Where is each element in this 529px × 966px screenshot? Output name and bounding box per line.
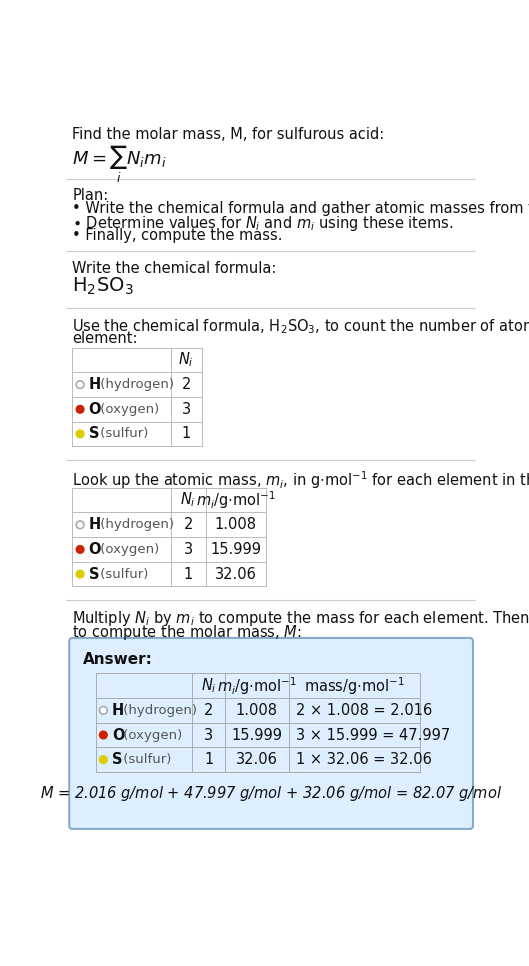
Text: (oxygen): (oxygen) [96,543,159,555]
Text: (oxygen): (oxygen) [96,403,159,415]
Text: Plan:: Plan: [72,188,108,203]
Text: to compute the molar mass, $M$:: to compute the molar mass, $M$: [72,622,302,641]
Text: $M = \sum_i N_i m_i$: $M = \sum_i N_i m_i$ [72,144,167,185]
Text: mass/g$\cdot$mol$^{-1}$: mass/g$\cdot$mol$^{-1}$ [304,675,405,696]
Text: 1: 1 [184,567,193,582]
Text: 3: 3 [181,402,191,416]
Text: 3: 3 [204,727,213,743]
Text: H: H [88,377,101,392]
Circle shape [76,570,84,578]
Text: O: O [88,542,101,557]
Text: (hydrogen): (hydrogen) [96,378,174,391]
Text: Multiply $N_i$ by $m_i$ to compute the mass for each element. Then sum those val: Multiply $N_i$ by $m_i$ to compute the m… [72,610,529,629]
Text: • Write the chemical formula and gather atomic masses from the periodic table.: • Write the chemical formula and gather … [72,201,529,216]
Text: 32.06: 32.06 [236,753,278,767]
Text: Answer:: Answer: [83,652,153,667]
Text: 1.008: 1.008 [236,703,278,718]
Text: 2: 2 [181,377,191,392]
Circle shape [76,430,84,438]
Text: $\bullet$ Determine values for $N_i$ and $m_i$ using these items.: $\bullet$ Determine values for $N_i$ and… [72,214,454,234]
Text: $m_i$/g$\cdot$mol$^{-1}$: $m_i$/g$\cdot$mol$^{-1}$ [217,675,297,696]
Text: 32.06: 32.06 [215,567,257,582]
Text: S: S [88,426,99,441]
Circle shape [99,755,107,763]
Text: O: O [112,727,124,743]
Text: $N_i$: $N_i$ [178,351,194,369]
Text: (sulfur): (sulfur) [96,427,148,440]
Circle shape [99,731,107,739]
Text: 15.999: 15.999 [231,727,282,743]
Text: Find the molar mass, M, for sulfurous acid:: Find the molar mass, M, for sulfurous ac… [72,127,385,142]
Text: S: S [88,567,99,582]
Text: 2: 2 [204,703,213,718]
Text: 1 × 32.06 = 32.06: 1 × 32.06 = 32.06 [296,753,432,767]
Text: $M$ = 2.016 g/mol + 47.997 g/mol + 32.06 g/mol = 82.07 g/mol: $M$ = 2.016 g/mol + 47.997 g/mol + 32.06… [40,784,502,804]
Text: • Finally, compute the mass.: • Finally, compute the mass. [72,228,283,242]
Text: Look up the atomic mass, $m_i$, in g$\cdot$mol$^{-1}$ for each element in the pe: Look up the atomic mass, $m_i$, in g$\cd… [72,469,529,491]
Text: 15.999: 15.999 [211,542,261,557]
Text: $m_i$/g$\cdot$mol$^{-1}$: $m_i$/g$\cdot$mol$^{-1}$ [196,490,276,511]
Text: element:: element: [72,330,138,346]
Text: (sulfur): (sulfur) [96,568,148,581]
Text: H: H [88,517,101,532]
Circle shape [99,706,107,714]
Text: 2: 2 [184,517,193,532]
Circle shape [76,406,84,413]
Text: (oxygen): (oxygen) [119,728,182,742]
Text: 1: 1 [204,753,213,767]
Text: $\mathrm{H_2SO_3}$: $\mathrm{H_2SO_3}$ [72,276,134,298]
Text: (sulfur): (sulfur) [119,753,171,766]
Text: 3: 3 [184,542,193,557]
Text: 3 × 15.999 = 47.997: 3 × 15.999 = 47.997 [296,727,451,743]
Text: Write the chemical formula:: Write the chemical formula: [72,261,277,275]
Text: S: S [112,753,122,767]
Text: (hydrogen): (hydrogen) [96,519,174,531]
Circle shape [76,546,84,554]
Text: H: H [112,703,124,718]
Text: Use the chemical formula, $\mathrm{H_2SO_3}$, to count the number of atoms, $N_i: Use the chemical formula, $\mathrm{H_2SO… [72,318,529,336]
FancyBboxPatch shape [69,638,473,829]
Text: $N_i$: $N_i$ [180,491,196,509]
Text: 1: 1 [181,426,191,441]
Text: 1.008: 1.008 [215,517,257,532]
Circle shape [76,521,84,528]
Text: $N_i$: $N_i$ [201,676,216,696]
Text: O: O [88,402,101,416]
Text: (hydrogen): (hydrogen) [119,704,197,717]
Circle shape [76,381,84,388]
Text: 2 × 1.008 = 2.016: 2 × 1.008 = 2.016 [296,703,433,718]
